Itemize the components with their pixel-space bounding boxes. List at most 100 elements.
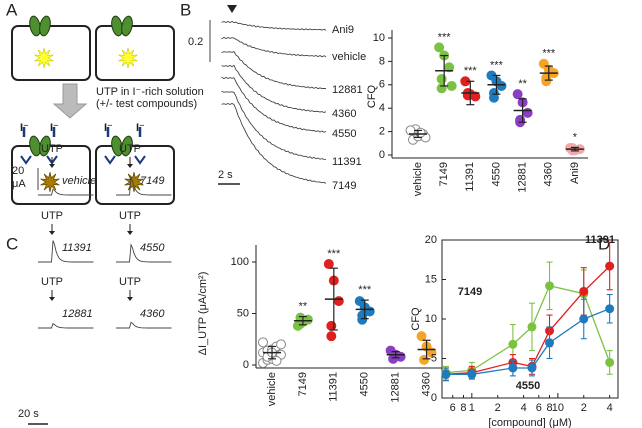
data-point xyxy=(605,304,615,314)
significance: * xyxy=(573,131,578,143)
trigger-arrow xyxy=(127,231,133,235)
trigger-label: UTP xyxy=(41,210,63,222)
cell xyxy=(95,145,175,205)
ion-flux xyxy=(20,155,32,165)
trace xyxy=(221,90,327,160)
y-tick-label: 0 xyxy=(243,359,249,371)
trace-label: 4550 xyxy=(140,242,165,254)
y-tick-label: 8 xyxy=(379,55,385,67)
x-tick-label: 12881 xyxy=(390,372,402,403)
y-tick-label: 0 xyxy=(431,392,437,404)
x-tick-label: 7149 xyxy=(438,162,450,186)
panel-label: D xyxy=(598,234,610,253)
trace xyxy=(116,176,172,196)
data-point xyxy=(276,339,286,350)
fluorescence xyxy=(124,171,144,193)
trace xyxy=(221,51,327,90)
trace xyxy=(221,36,327,58)
y-tick-label: 6 xyxy=(379,79,385,91)
data-point xyxy=(415,127,426,138)
trace-label: 7149 xyxy=(140,175,164,187)
x-tick-label: 1 xyxy=(469,402,475,414)
scale-label: μA xyxy=(12,178,26,190)
x-tick-label: 4550 xyxy=(490,162,502,186)
ion-flux xyxy=(104,155,116,165)
scale-label: 0.2 xyxy=(188,36,203,48)
trace xyxy=(221,102,327,184)
data-point xyxy=(419,354,430,365)
y-tick-label: 10 xyxy=(373,32,385,44)
x-tick-label: 12881 xyxy=(517,162,529,193)
y-tick-label: 20 xyxy=(425,234,437,246)
channel xyxy=(121,15,133,37)
cell xyxy=(11,145,91,205)
channel xyxy=(39,15,51,37)
series-label: 7149 xyxy=(458,286,482,298)
trigger-arrow xyxy=(49,297,55,301)
data-point xyxy=(512,89,523,100)
x-tick-label: 2 xyxy=(495,402,501,414)
data-point xyxy=(545,338,555,348)
x-tick-label: 8 xyxy=(546,402,552,414)
trace xyxy=(116,243,172,263)
trace-label: 11391 xyxy=(62,242,92,254)
trace-label: vehicle xyxy=(62,175,96,187)
scale-label: 20 xyxy=(12,165,24,177)
data-point xyxy=(436,83,447,94)
trigger-arrow xyxy=(49,231,55,235)
data-point xyxy=(446,80,457,91)
x-tick-label: 11391 xyxy=(328,372,340,402)
stimulus-marker xyxy=(227,5,237,13)
trigger-label: UTP xyxy=(119,210,141,222)
trace-label: 11391 xyxy=(332,156,362,168)
trace xyxy=(38,323,94,329)
panel-label: A xyxy=(6,0,18,19)
data-point xyxy=(527,322,537,332)
data-point xyxy=(436,73,447,84)
significance: ** xyxy=(518,78,527,90)
data-point xyxy=(579,286,589,296)
data-point xyxy=(333,296,344,307)
channel xyxy=(121,135,133,157)
data-point xyxy=(326,331,337,342)
data-point xyxy=(605,357,615,367)
panel-label: B xyxy=(180,0,191,19)
y-tick-label: 15 xyxy=(425,273,437,285)
y-tick-label: 50 xyxy=(237,307,249,319)
trigger-arrow xyxy=(127,297,133,301)
trace-label: Ani9 xyxy=(332,24,354,36)
x-tick-label: 6 xyxy=(450,402,456,414)
data-point xyxy=(605,261,615,271)
panel-label: C xyxy=(6,234,18,253)
trace xyxy=(38,188,94,196)
y-axis-label: ΔI_UTP (μA/cm²) xyxy=(197,272,209,356)
trace-label: vehicle xyxy=(332,51,366,63)
trace-label: 4550 xyxy=(332,128,356,140)
fluorescence xyxy=(34,47,54,69)
data-point xyxy=(579,314,589,324)
x-tick-label: 4360 xyxy=(420,372,432,396)
fluorescence xyxy=(40,171,60,193)
data-point xyxy=(545,281,555,291)
instruction: UTP in I⁻-rich solution xyxy=(96,86,204,98)
y-axis-label: CFQ xyxy=(410,307,422,331)
time-label: 2 s xyxy=(218,169,233,181)
series-label: 4550 xyxy=(516,380,540,392)
trace-label: 7149 xyxy=(332,180,356,192)
data-point xyxy=(508,339,518,349)
significance: *** xyxy=(327,248,341,260)
x-tick-label: Ani9 xyxy=(569,162,581,184)
x-tick-label: vehicle xyxy=(412,162,424,196)
trace-label: 4360 xyxy=(332,108,356,120)
y-tick-label: 10 xyxy=(425,313,437,325)
series-label: 11391 xyxy=(585,234,615,246)
significance: *** xyxy=(464,65,478,77)
instruction: (+/- test compounds) xyxy=(96,98,197,110)
data-point xyxy=(258,337,268,348)
y-tick-label: 0 xyxy=(379,149,385,161)
data-point xyxy=(488,92,499,103)
significance: *** xyxy=(490,59,504,71)
trigger-label: UTP xyxy=(41,276,63,288)
data-point xyxy=(467,369,477,379)
x-tick-label: 2 xyxy=(581,402,587,414)
